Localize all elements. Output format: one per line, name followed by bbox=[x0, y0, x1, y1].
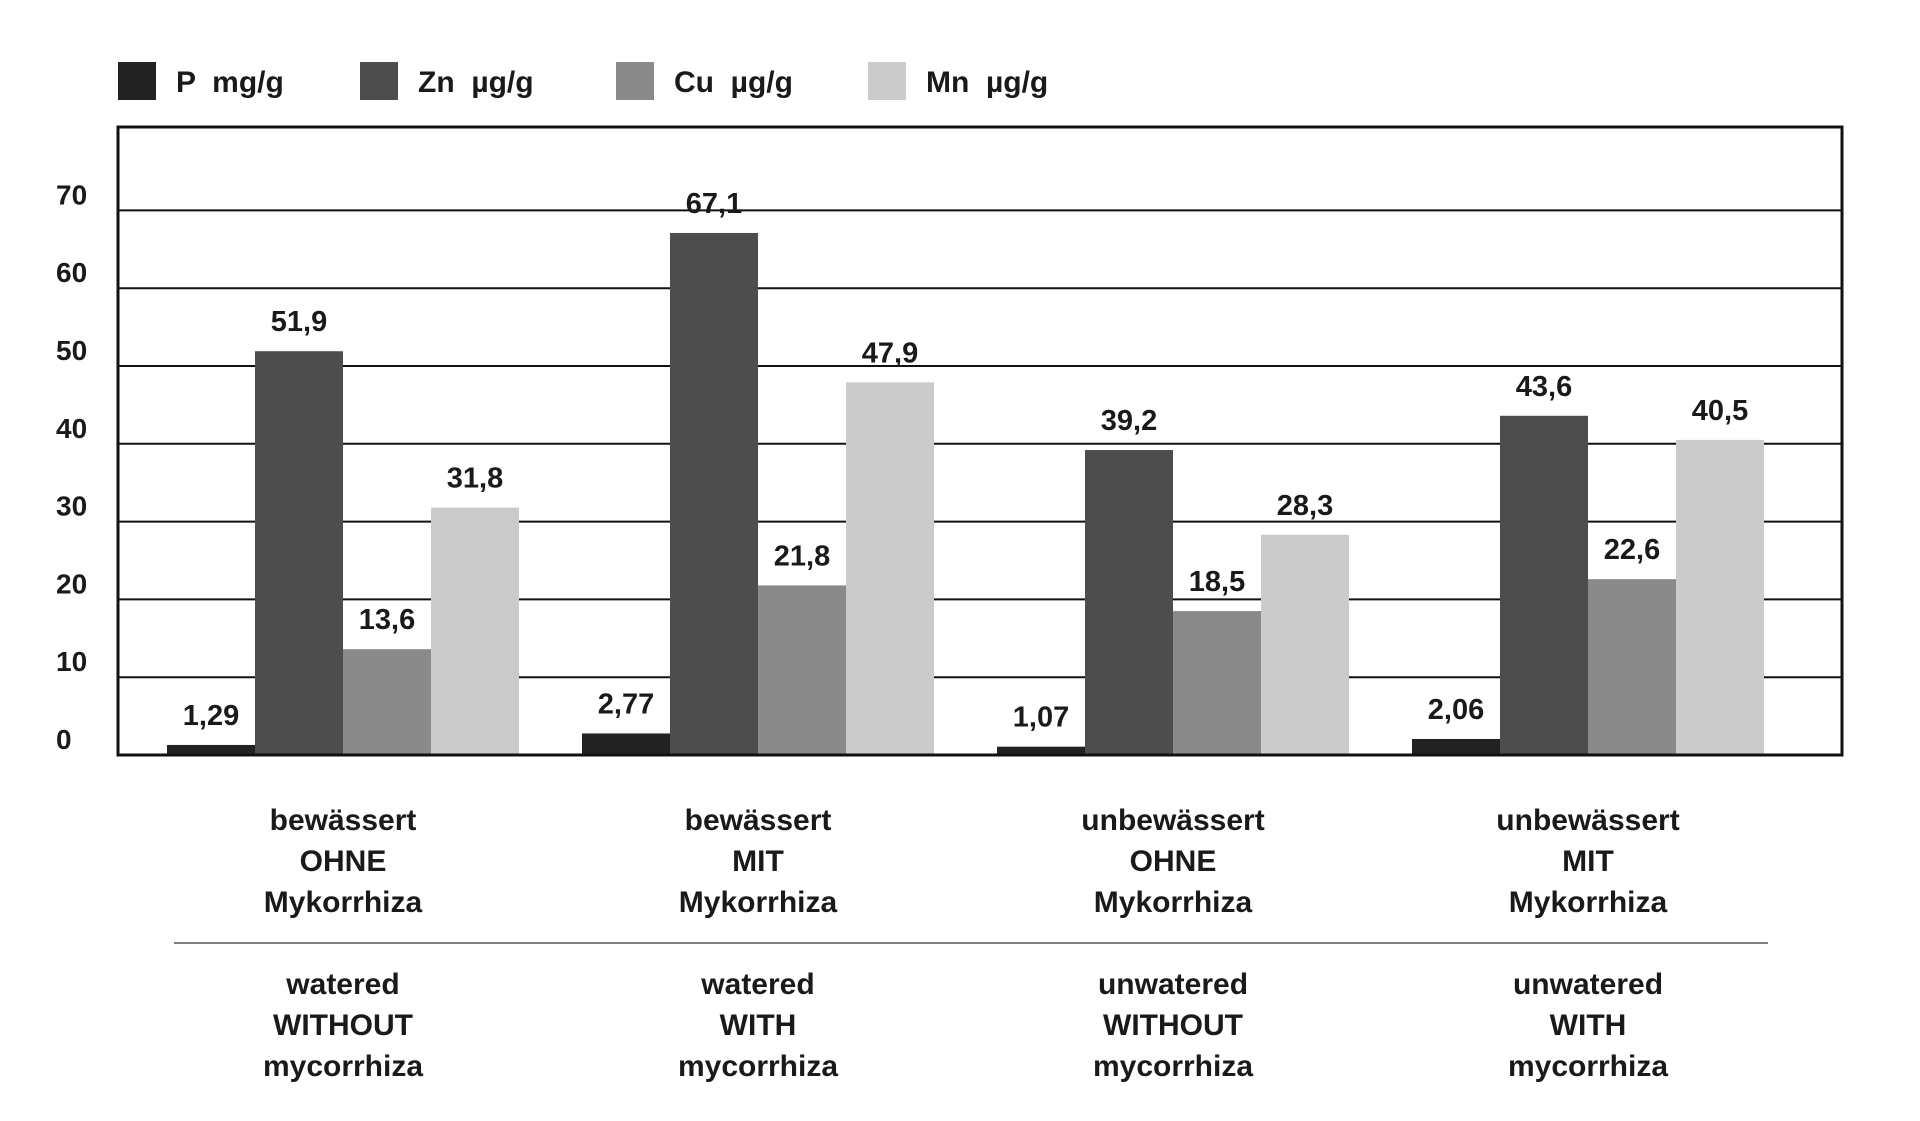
bar-p-mg-g-group-2 bbox=[582, 733, 670, 755]
y-tick-label-30: 30 bbox=[56, 491, 87, 522]
category-labels-english: watered WITHOUT mycorrhiza watered WITH mycor… bbox=[263, 968, 1668, 1083]
bar-cu-ug-g-group-1 bbox=[343, 649, 431, 755]
category-2-de-line-1: bewässert bbox=[685, 804, 832, 837]
category-2-de-line-3: Mykorrhiza bbox=[679, 886, 838, 919]
category-3-en-line-2: WITHOUT bbox=[1103, 1009, 1243, 1042]
legend-swatch-p-mg-g bbox=[118, 62, 156, 100]
bar-cu-ug-g-group-2 bbox=[758, 585, 846, 755]
legend-swatch-zn-ug-g bbox=[360, 62, 398, 100]
data-label-mn-ug-g-group-3: 28,3 bbox=[1277, 490, 1333, 522]
bar-zn-ug-g-group-1 bbox=[255, 351, 343, 755]
y-tick-label-50: 50 bbox=[56, 335, 87, 366]
category-1-en-line-2: WITHOUT bbox=[273, 1009, 413, 1042]
category-2-en-line-3: mycorrhiza bbox=[678, 1050, 838, 1083]
legend-item-mn-ug-g: Mn µg/g bbox=[868, 62, 1048, 100]
legend-item-p-mg-g: P mg/g bbox=[118, 62, 284, 100]
legend-label-mn-ug-g: Mn µg/g bbox=[926, 66, 1048, 99]
category-labels-german: bewässert OHNE Mykorrhiza bewässert MIT Mykor… bbox=[264, 804, 1680, 919]
data-label-zn-ug-g-group-3: 39,2 bbox=[1101, 405, 1157, 437]
data-label-cu-ug-g-group-4: 22,6 bbox=[1604, 534, 1660, 566]
category-4-de-line-3: Mykorrhiza bbox=[1509, 886, 1668, 919]
data-label-p-mg-g-group-3: 1,07 bbox=[1013, 702, 1069, 734]
y-tick-label-60: 60 bbox=[56, 257, 87, 288]
bar-mn-ug-g-group-1 bbox=[431, 507, 519, 755]
y-tick-label-70: 70 bbox=[56, 179, 87, 210]
bar-p-mg-g-group-4 bbox=[1412, 738, 1500, 755]
category-2-en-line-2: WITH bbox=[720, 1009, 797, 1042]
bar-mn-ug-g-group-2 bbox=[846, 382, 934, 755]
category-4-en-line-2: WITH bbox=[1550, 1009, 1627, 1042]
bar-zn-ug-g-group-4 bbox=[1500, 415, 1588, 755]
bar-p-mg-g-group-3 bbox=[997, 746, 1085, 755]
data-label-mn-ug-g-group-4: 40,5 bbox=[1692, 395, 1748, 427]
bar-p-mg-g-group-1 bbox=[167, 744, 255, 755]
chart-legend: P mg/g Zn µg/g Cu µg/g Mn µg/g bbox=[118, 62, 1048, 100]
legend-swatch-mn-ug-g bbox=[868, 62, 906, 100]
category-1-de-line-2: OHNE bbox=[300, 845, 387, 878]
category-4-en-line-3: mycorrhiza bbox=[1508, 1050, 1668, 1083]
data-label-mn-ug-g-group-2: 47,9 bbox=[862, 337, 918, 369]
data-label-p-mg-g-group-4: 2,06 bbox=[1428, 694, 1484, 726]
bar-mn-ug-g-group-4 bbox=[1676, 439, 1764, 755]
category-2-en-line-1: watered bbox=[700, 968, 814, 1001]
legend-label-cu-ug-g: Cu µg/g bbox=[674, 66, 793, 99]
data-label-mn-ug-g-group-1: 31,8 bbox=[447, 463, 503, 495]
data-label-cu-ug-g-group-1: 13,6 bbox=[359, 604, 415, 636]
data-label-zn-ug-g-group-2: 67,1 bbox=[686, 188, 742, 220]
data-label-cu-ug-g-group-3: 18,5 bbox=[1189, 566, 1245, 598]
data-label-cu-ug-g-group-2: 21,8 bbox=[774, 540, 830, 572]
category-3-en-line-3: mycorrhiza bbox=[1093, 1050, 1253, 1083]
category-1-de-line-1: bewässert bbox=[270, 804, 417, 837]
y-tick-label-40: 40 bbox=[56, 413, 87, 444]
category-3-en-line-1: unwatered bbox=[1098, 968, 1248, 1001]
category-2-de-line-2: MIT bbox=[732, 845, 784, 878]
category-1-de-line-3: Mykorrhiza bbox=[264, 886, 423, 919]
plot-frame bbox=[116, 125, 1844, 757]
legend-label-zn-ug-g: Zn µg/g bbox=[418, 66, 534, 99]
y-tick-label-0: 0 bbox=[56, 724, 72, 755]
category-3-de-line-1: unbewässert bbox=[1081, 804, 1264, 837]
category-3-de-line-2: OHNE bbox=[1130, 845, 1217, 878]
bar-cu-ug-g-group-4 bbox=[1588, 579, 1676, 755]
category-1-en-line-1: watered bbox=[285, 968, 399, 1001]
bar-cu-ug-g-group-3 bbox=[1173, 611, 1261, 755]
legend-swatch-cu-ug-g bbox=[616, 62, 654, 100]
bar-zn-ug-g-group-3 bbox=[1085, 450, 1173, 755]
chart-gridlines bbox=[118, 209, 1842, 679]
legend-item-zn-ug-g: Zn µg/g bbox=[360, 62, 534, 100]
y-tick-label-10: 10 bbox=[56, 646, 87, 677]
y-tick-label-20: 20 bbox=[56, 568, 87, 599]
bar-zn-ug-g-group-2 bbox=[670, 232, 758, 755]
bar-mn-ug-g-group-3 bbox=[1261, 534, 1349, 755]
category-1-en-line-3: mycorrhiza bbox=[263, 1050, 423, 1083]
data-label-p-mg-g-group-2: 2,77 bbox=[598, 688, 654, 720]
data-label-p-mg-g-group-1: 1,29 bbox=[183, 700, 239, 732]
category-3-de-line-3: Mykorrhiza bbox=[1094, 886, 1253, 919]
y-axis-ticks: 0 10 20 30 40 50 60 70 bbox=[56, 179, 87, 755]
chart-bars bbox=[167, 232, 1764, 755]
category-4-de-line-1: unbewässert bbox=[1496, 804, 1679, 837]
category-4-de-line-2: MIT bbox=[1562, 845, 1614, 878]
legend-label-p-mg-g: P mg/g bbox=[176, 66, 284, 99]
data-label-zn-ug-g-group-1: 51,9 bbox=[271, 306, 327, 338]
data-label-zn-ug-g-group-4: 43,6 bbox=[1516, 371, 1572, 403]
category-4-en-line-1: unwatered bbox=[1513, 968, 1663, 1001]
data-labels: 1,29 2,77 1,07 2,06 51,9 67,1 39,2 43,6 13,6 21,8… bbox=[183, 188, 1748, 734]
legend-item-cu-ug-g: Cu µg/g bbox=[616, 62, 793, 100]
